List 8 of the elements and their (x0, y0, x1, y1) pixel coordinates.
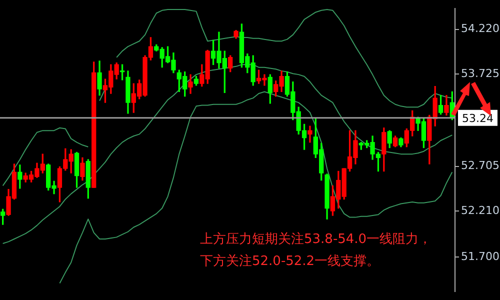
y-tick-label: 54.220 (461, 22, 500, 36)
annotation: 下方关注52.0-52.2一线支撑。 (200, 252, 380, 269)
ref-line-label: 53.24 (462, 112, 494, 125)
annotation: 上方压力短期关注53.8-54.0一线阻力， (200, 230, 432, 247)
y-tick-label: 52.705 (461, 159, 500, 172)
y-tick-label: 53.725 (461, 66, 500, 80)
y-tick-label: 52.210 (461, 204, 500, 217)
y-tick-label: 51.700 (461, 250, 500, 263)
